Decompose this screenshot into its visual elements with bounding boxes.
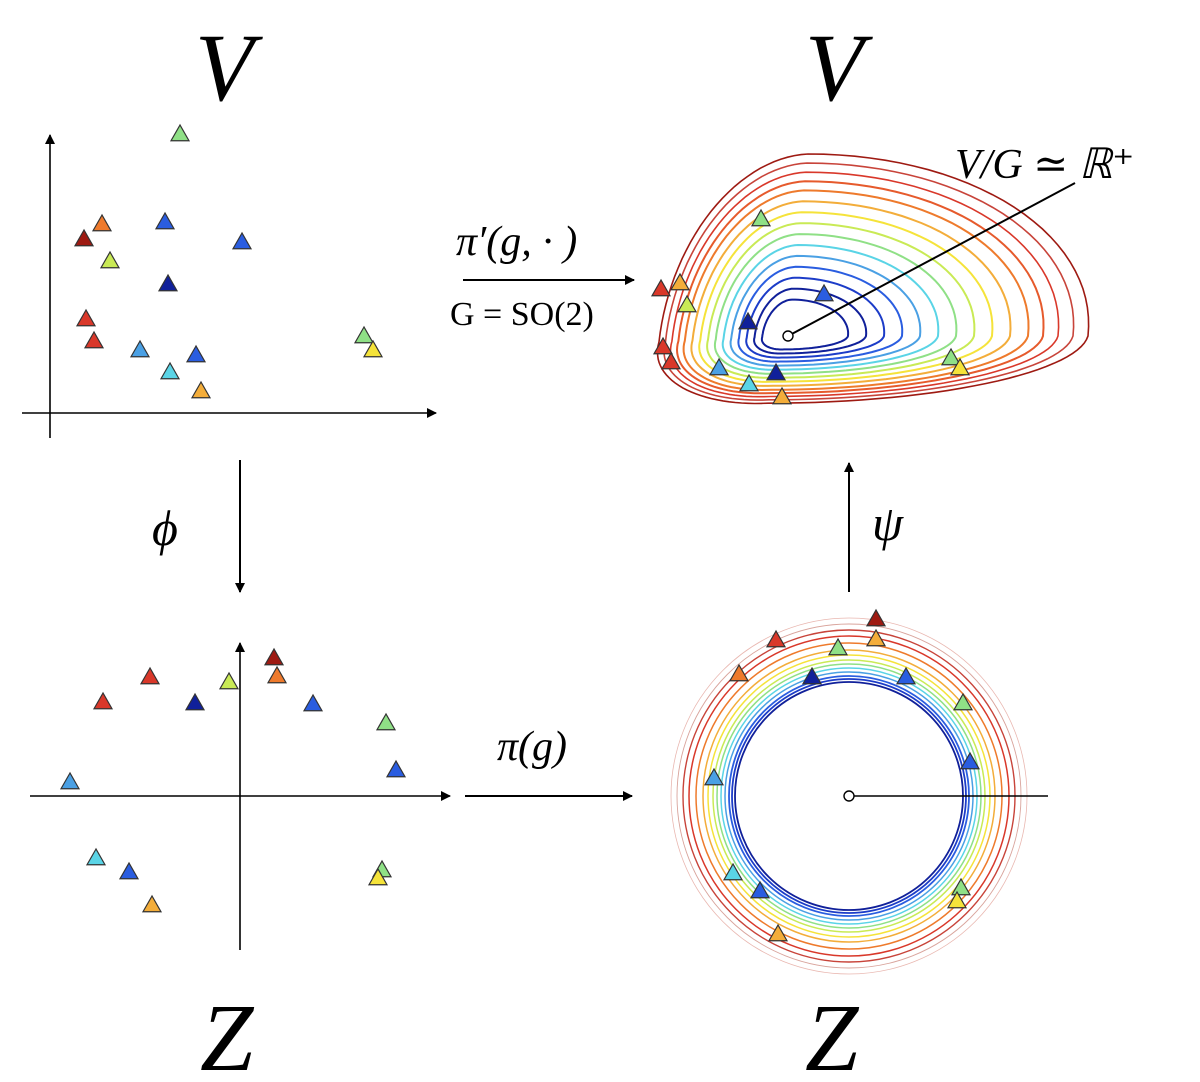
triangle-marker xyxy=(959,751,981,770)
orbit-curve xyxy=(675,180,1045,395)
triangle-marker xyxy=(703,767,725,786)
triangle-marker xyxy=(184,692,206,711)
psi-label: ψ xyxy=(872,495,904,551)
triangle-marker xyxy=(159,361,181,380)
triangle-marker xyxy=(139,666,161,685)
triangle-marker xyxy=(950,877,972,896)
orbit-curve xyxy=(729,254,922,367)
triangle-marker xyxy=(728,663,750,682)
triangle-marker xyxy=(765,362,787,381)
phi-label: ϕ xyxy=(152,500,178,556)
triangle-marker xyxy=(75,308,97,327)
triangle-marker xyxy=(952,692,974,711)
circle-points xyxy=(703,608,981,942)
triangle-marker xyxy=(141,894,163,913)
triangle-marker xyxy=(669,272,691,291)
triangle-marker xyxy=(185,344,207,363)
triangle-marker xyxy=(129,339,151,358)
triangle-marker xyxy=(767,923,789,942)
v-left-label: V xyxy=(195,14,263,121)
triangle-marker xyxy=(708,357,730,376)
triangle-marker xyxy=(73,228,95,247)
z-left-label: Z xyxy=(200,984,255,1082)
triangle-marker xyxy=(92,691,114,710)
triangle-marker xyxy=(949,357,971,376)
v-right-label: V xyxy=(805,14,873,121)
triangle-marker xyxy=(263,647,285,666)
triangle-marker xyxy=(895,666,917,685)
triangle-marker xyxy=(157,273,179,292)
triangle-marker xyxy=(749,880,771,899)
triangle-marker xyxy=(375,712,397,731)
bottom-left-scatter-points xyxy=(59,647,407,913)
triangle-marker xyxy=(302,693,324,712)
triangle-marker xyxy=(218,671,240,690)
triangle-marker xyxy=(190,380,212,399)
closed-orbits xyxy=(656,153,1090,405)
orbit-points xyxy=(650,208,971,405)
triangle-marker xyxy=(266,665,288,684)
pi-g-label: π(g) xyxy=(497,724,567,770)
triangle-marker xyxy=(353,325,375,344)
quotient-pointer xyxy=(782,182,1076,342)
triangle-marker xyxy=(385,759,407,778)
triangle-marker xyxy=(765,629,787,648)
orbit-curve xyxy=(721,243,940,371)
triangle-marker xyxy=(940,347,962,366)
triangle-marker xyxy=(118,861,140,880)
triangle-marker xyxy=(59,771,81,790)
orbit-curve xyxy=(690,200,1012,387)
triangle-marker xyxy=(99,250,121,269)
triangle-marker xyxy=(771,386,793,405)
orbit-curve xyxy=(682,189,1030,392)
triangle-marker xyxy=(650,278,672,297)
top-left-axes xyxy=(22,134,437,438)
triangle-marker xyxy=(83,330,105,349)
triangle-marker xyxy=(231,231,253,250)
triangle-marker xyxy=(865,608,887,627)
orbit-curve xyxy=(760,298,850,351)
triangle-marker xyxy=(362,339,384,358)
triangle-marker xyxy=(865,628,887,647)
bottom-left-axes xyxy=(30,642,451,950)
triangle-marker xyxy=(660,351,682,370)
triangle-marker xyxy=(91,213,113,232)
circle-center-axis xyxy=(843,790,1048,802)
quotient-label: V/G ≃ ℝ⁺ xyxy=(955,142,1134,188)
triangle-marker xyxy=(813,283,835,302)
pi-prime-label: π′(g, · ) xyxy=(456,219,577,265)
triangle-marker xyxy=(85,847,107,866)
z-right-label: Z xyxy=(805,984,860,1082)
triangle-marker xyxy=(722,862,744,881)
top-left-scatter-points xyxy=(73,123,384,399)
triangle-marker xyxy=(367,867,389,886)
orbit-curve xyxy=(698,211,994,383)
orbit-curve xyxy=(656,153,1090,405)
triangle-marker xyxy=(652,336,674,355)
triangle-marker xyxy=(946,890,968,909)
triangle-marker xyxy=(827,637,849,656)
triangle-marker xyxy=(676,294,698,313)
orbit-curve xyxy=(737,265,904,363)
orbit-curve xyxy=(706,222,976,379)
orbit-curve xyxy=(753,287,868,355)
triangle-marker xyxy=(154,211,176,230)
triangle-marker xyxy=(801,666,823,685)
orbit-curve xyxy=(713,233,958,375)
triangle-marker xyxy=(750,208,772,227)
group-label: G = SO(2) xyxy=(450,296,594,333)
orbit-curve xyxy=(669,171,1060,398)
triangle-marker xyxy=(738,373,760,392)
triangle-marker xyxy=(169,123,191,142)
orbit-curve xyxy=(745,276,886,359)
triangle-marker xyxy=(737,311,759,330)
